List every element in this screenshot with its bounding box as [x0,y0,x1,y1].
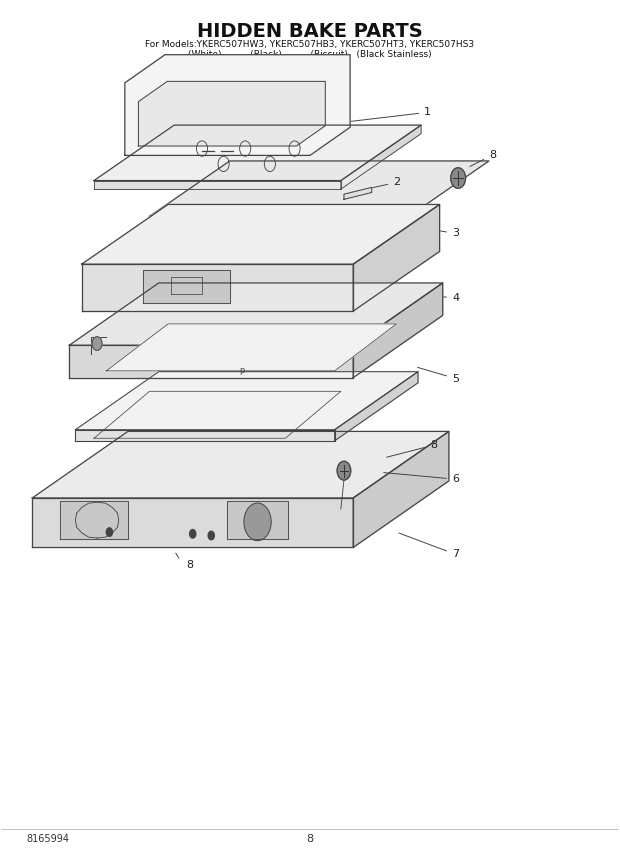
Polygon shape [335,372,418,441]
Polygon shape [60,502,128,539]
Circle shape [451,168,466,188]
Polygon shape [76,372,418,430]
Polygon shape [94,181,341,189]
Text: 3: 3 [387,222,459,239]
Text: 4: 4 [418,294,459,303]
Polygon shape [353,431,449,548]
Circle shape [337,461,351,480]
Polygon shape [125,55,350,156]
Polygon shape [106,324,396,371]
Polygon shape [149,161,489,217]
Text: 8165994: 8165994 [26,835,69,844]
Polygon shape [82,265,353,311]
Circle shape [190,530,196,538]
Text: eReplacementParts.com: eReplacementParts.com [246,401,374,412]
Polygon shape [149,217,409,222]
Circle shape [208,532,215,540]
Text: HIDDEN BAKE PARTS: HIDDEN BAKE PARTS [197,21,423,41]
Polygon shape [227,502,288,539]
Polygon shape [69,283,443,345]
Polygon shape [82,205,440,265]
Polygon shape [32,498,353,548]
Polygon shape [143,270,230,302]
Polygon shape [94,125,421,181]
Polygon shape [32,431,449,498]
Circle shape [106,528,112,537]
Text: 1: 1 [343,107,431,122]
Polygon shape [353,205,440,311]
Polygon shape [138,81,326,146]
Text: 2: 2 [350,177,401,193]
Circle shape [92,336,102,350]
Polygon shape [341,125,421,189]
Text: (White)          (Black)          (Biscuit)   (Black Stainless): (White) (Black) (Biscuit) (Black Stainle… [188,50,432,59]
Text: 8: 8 [387,440,438,457]
Polygon shape [353,283,443,377]
Polygon shape [69,345,353,377]
Text: 7: 7 [399,533,459,559]
Text: 8: 8 [470,150,496,167]
Text: For Models:YKERC507HW3, YKERC507HB3, YKERC507HT3, YKERC507HS3: For Models:YKERC507HW3, YKERC507HB3, YKE… [146,39,474,49]
Text: p: p [239,366,245,375]
Ellipse shape [76,502,118,538]
Text: 5: 5 [418,367,459,383]
Text: 8: 8 [186,560,193,569]
Polygon shape [344,187,372,199]
Circle shape [244,503,271,541]
Text: 8: 8 [306,835,314,844]
Polygon shape [76,430,335,441]
Text: 6: 6 [384,473,459,484]
